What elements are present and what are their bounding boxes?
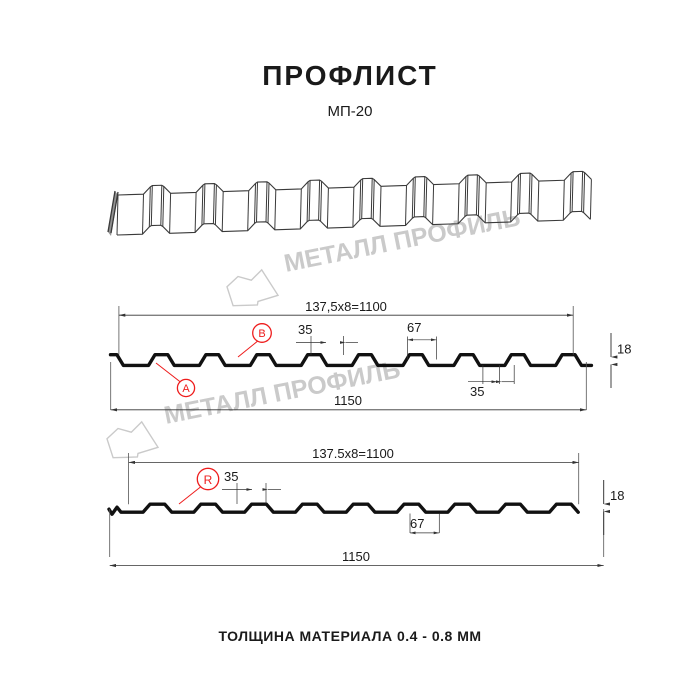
svg-text:35: 35 [298,322,312,337]
svg-text:137,5x8=1100: 137,5x8=1100 [305,299,387,314]
svg-text:35: 35 [224,469,238,484]
svg-text:R: R [204,473,213,487]
svg-text:1150: 1150 [334,393,362,408]
svg-text:B: B [258,328,265,340]
svg-text:1150: 1150 [342,549,370,564]
svg-text:35: 35 [470,384,484,399]
svg-text:67: 67 [410,516,424,531]
svg-text:МЕТАЛЛ ПРОФИЛЬ: МЕТАЛЛ ПРОФИЛЬ [282,203,523,278]
svg-text:67: 67 [407,320,421,335]
svg-text:137.5x8=1100: 137.5x8=1100 [312,446,394,461]
svg-text:18: 18 [617,342,631,357]
svg-text:18: 18 [610,488,624,503]
svg-text:A: A [182,383,190,395]
